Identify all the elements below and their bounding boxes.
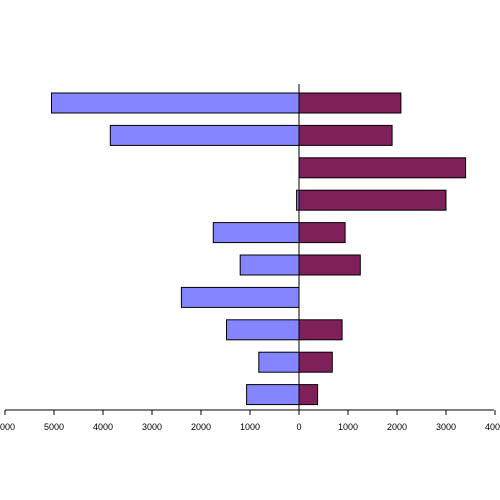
x-tick-label: 3000 xyxy=(436,422,456,432)
bar-right-2 xyxy=(298,124,393,146)
bar-right-10 xyxy=(298,384,319,406)
bar-left-1 xyxy=(51,92,300,114)
bar-left-7 xyxy=(180,286,300,308)
bar-left-9 xyxy=(258,351,300,373)
x-tick-label: 2000 xyxy=(387,422,407,432)
bar-right-8 xyxy=(298,319,343,341)
x-tick-label: 3000 xyxy=(142,422,162,432)
x-tick-label: 0 xyxy=(296,422,301,432)
bar-right-9 xyxy=(298,351,333,373)
x-tick-label: 4000 xyxy=(485,422,500,432)
bar-right-1 xyxy=(298,92,402,114)
x-tick-label: 6000 xyxy=(0,422,15,432)
bar-left-5 xyxy=(212,222,300,244)
bar-left-10 xyxy=(246,384,300,406)
bar-left-6 xyxy=(239,254,300,276)
x-tick-label: 5000 xyxy=(44,422,64,432)
bar-left-2 xyxy=(109,124,300,146)
x-ticks-group: 6000 5000 4000 3000 2000 1000 0 1000 2000 3000 400… xyxy=(0,410,500,432)
bar-right-4 xyxy=(298,189,447,211)
x-tick-label: 1000 xyxy=(240,422,260,432)
bar-left-8 xyxy=(226,319,300,341)
bar-right-3 xyxy=(298,157,467,179)
bar-right-5 xyxy=(298,222,346,244)
x-tick-label: 2000 xyxy=(191,422,211,432)
x-tick-label: 4000 xyxy=(93,422,113,432)
bars-group xyxy=(51,92,467,406)
bar-right-6 xyxy=(298,254,361,276)
x-tick-label: 1000 xyxy=(338,422,358,432)
